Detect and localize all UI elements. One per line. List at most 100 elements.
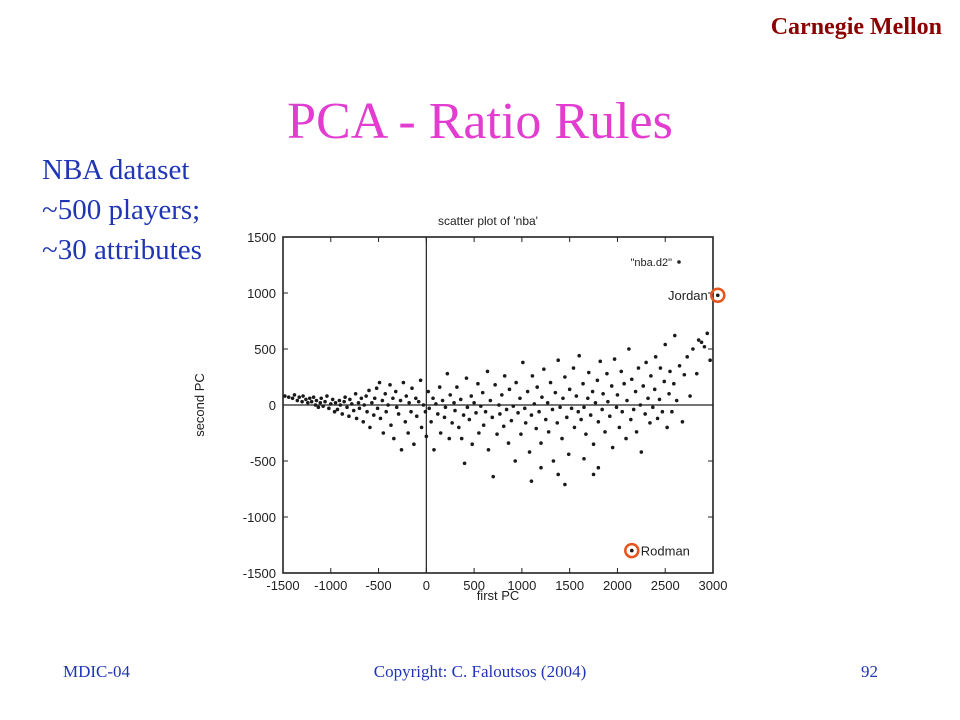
data-point bbox=[378, 416, 383, 421]
footer-page-number: 92 bbox=[861, 662, 878, 681]
data-point bbox=[438, 431, 443, 435]
data-point bbox=[362, 403, 367, 407]
data-point bbox=[350, 402, 354, 406]
data-point bbox=[306, 400, 310, 405]
data-point bbox=[696, 338, 701, 342]
data-point bbox=[507, 387, 512, 392]
data-point bbox=[367, 388, 371, 393]
data-point bbox=[608, 414, 612, 418]
data-point bbox=[605, 371, 609, 376]
data-point bbox=[702, 344, 707, 349]
data-point bbox=[550, 407, 555, 412]
data-point bbox=[443, 405, 448, 410]
data-point bbox=[436, 412, 440, 416]
data-point bbox=[540, 395, 544, 399]
data-point bbox=[490, 415, 495, 420]
data-point bbox=[561, 396, 565, 401]
data-point bbox=[491, 474, 496, 479]
data-point bbox=[474, 411, 478, 415]
data-point bbox=[389, 423, 393, 427]
data-point bbox=[705, 331, 710, 336]
data-point bbox=[316, 405, 321, 410]
data-point bbox=[476, 381, 480, 386]
data-point bbox=[394, 405, 399, 410]
data-point bbox=[325, 394, 329, 398]
data-point bbox=[383, 392, 388, 396]
data-point bbox=[452, 400, 456, 405]
data-point bbox=[694, 371, 699, 376]
data-point bbox=[542, 367, 546, 371]
data-point bbox=[381, 431, 386, 435]
data-point bbox=[593, 400, 598, 405]
x-tick-label: 1000 bbox=[507, 578, 536, 593]
data-point bbox=[658, 366, 663, 370]
data-point bbox=[365, 409, 369, 414]
data-point bbox=[581, 381, 585, 386]
data-point bbox=[577, 353, 582, 358]
data-point bbox=[295, 398, 300, 403]
data-point bbox=[534, 426, 539, 431]
data-point bbox=[546, 430, 551, 434]
data-point bbox=[677, 364, 682, 368]
data-point bbox=[535, 385, 539, 389]
data-point bbox=[434, 402, 438, 406]
data-point bbox=[674, 398, 679, 403]
data-point bbox=[392, 436, 396, 441]
data-point bbox=[516, 411, 520, 415]
x-tick-label: 2500 bbox=[651, 578, 680, 593]
data-point bbox=[290, 396, 295, 401]
data-point bbox=[483, 409, 488, 414]
data-point bbox=[567, 387, 572, 392]
data-point bbox=[688, 394, 692, 398]
data-point bbox=[513, 459, 517, 463]
data-point bbox=[391, 396, 395, 401]
data-point bbox=[500, 393, 504, 397]
data-point bbox=[631, 407, 636, 412]
data-point bbox=[634, 430, 639, 434]
point-annotation-label: Rodman bbox=[641, 544, 690, 559]
data-point bbox=[691, 347, 695, 351]
footer-course: MDIC-04 bbox=[63, 662, 131, 681]
data-point bbox=[311, 395, 316, 399]
data-point bbox=[601, 392, 605, 396]
data-point bbox=[627, 347, 631, 351]
data-point bbox=[337, 398, 342, 403]
data-point bbox=[537, 409, 541, 414]
data-point bbox=[543, 417, 548, 422]
data-point bbox=[529, 479, 534, 483]
data-point bbox=[600, 407, 604, 412]
data-point bbox=[361, 420, 366, 424]
data-point bbox=[529, 413, 534, 417]
data-point bbox=[662, 379, 667, 384]
y-tick-label: 500 bbox=[254, 342, 276, 357]
data-point bbox=[598, 359, 603, 364]
data-point bbox=[328, 402, 333, 406]
data-point bbox=[464, 376, 469, 380]
data-point bbox=[300, 399, 304, 404]
data-point bbox=[523, 421, 528, 425]
data-point bbox=[319, 396, 324, 401]
legend-marker bbox=[677, 260, 681, 264]
data-point bbox=[527, 450, 532, 454]
data-point bbox=[453, 408, 457, 413]
data-point bbox=[525, 389, 530, 394]
data-point bbox=[636, 366, 641, 370]
data-point bbox=[522, 406, 527, 411]
data-point bbox=[330, 397, 335, 402]
data-point bbox=[596, 465, 601, 470]
data-point bbox=[447, 436, 452, 441]
data-point bbox=[356, 400, 361, 405]
data-point bbox=[371, 413, 376, 417]
data-point bbox=[377, 380, 382, 385]
data-point bbox=[620, 409, 625, 414]
data-point bbox=[426, 389, 431, 394]
data-point bbox=[465, 405, 470, 410]
data-point bbox=[614, 405, 619, 410]
data-point bbox=[292, 393, 297, 397]
x-tick-label: -1500 bbox=[266, 578, 299, 593]
data-point bbox=[469, 394, 474, 398]
data-point bbox=[448, 393, 453, 397]
data-point bbox=[406, 431, 410, 435]
data-point bbox=[410, 386, 414, 390]
data-point bbox=[493, 383, 497, 387]
